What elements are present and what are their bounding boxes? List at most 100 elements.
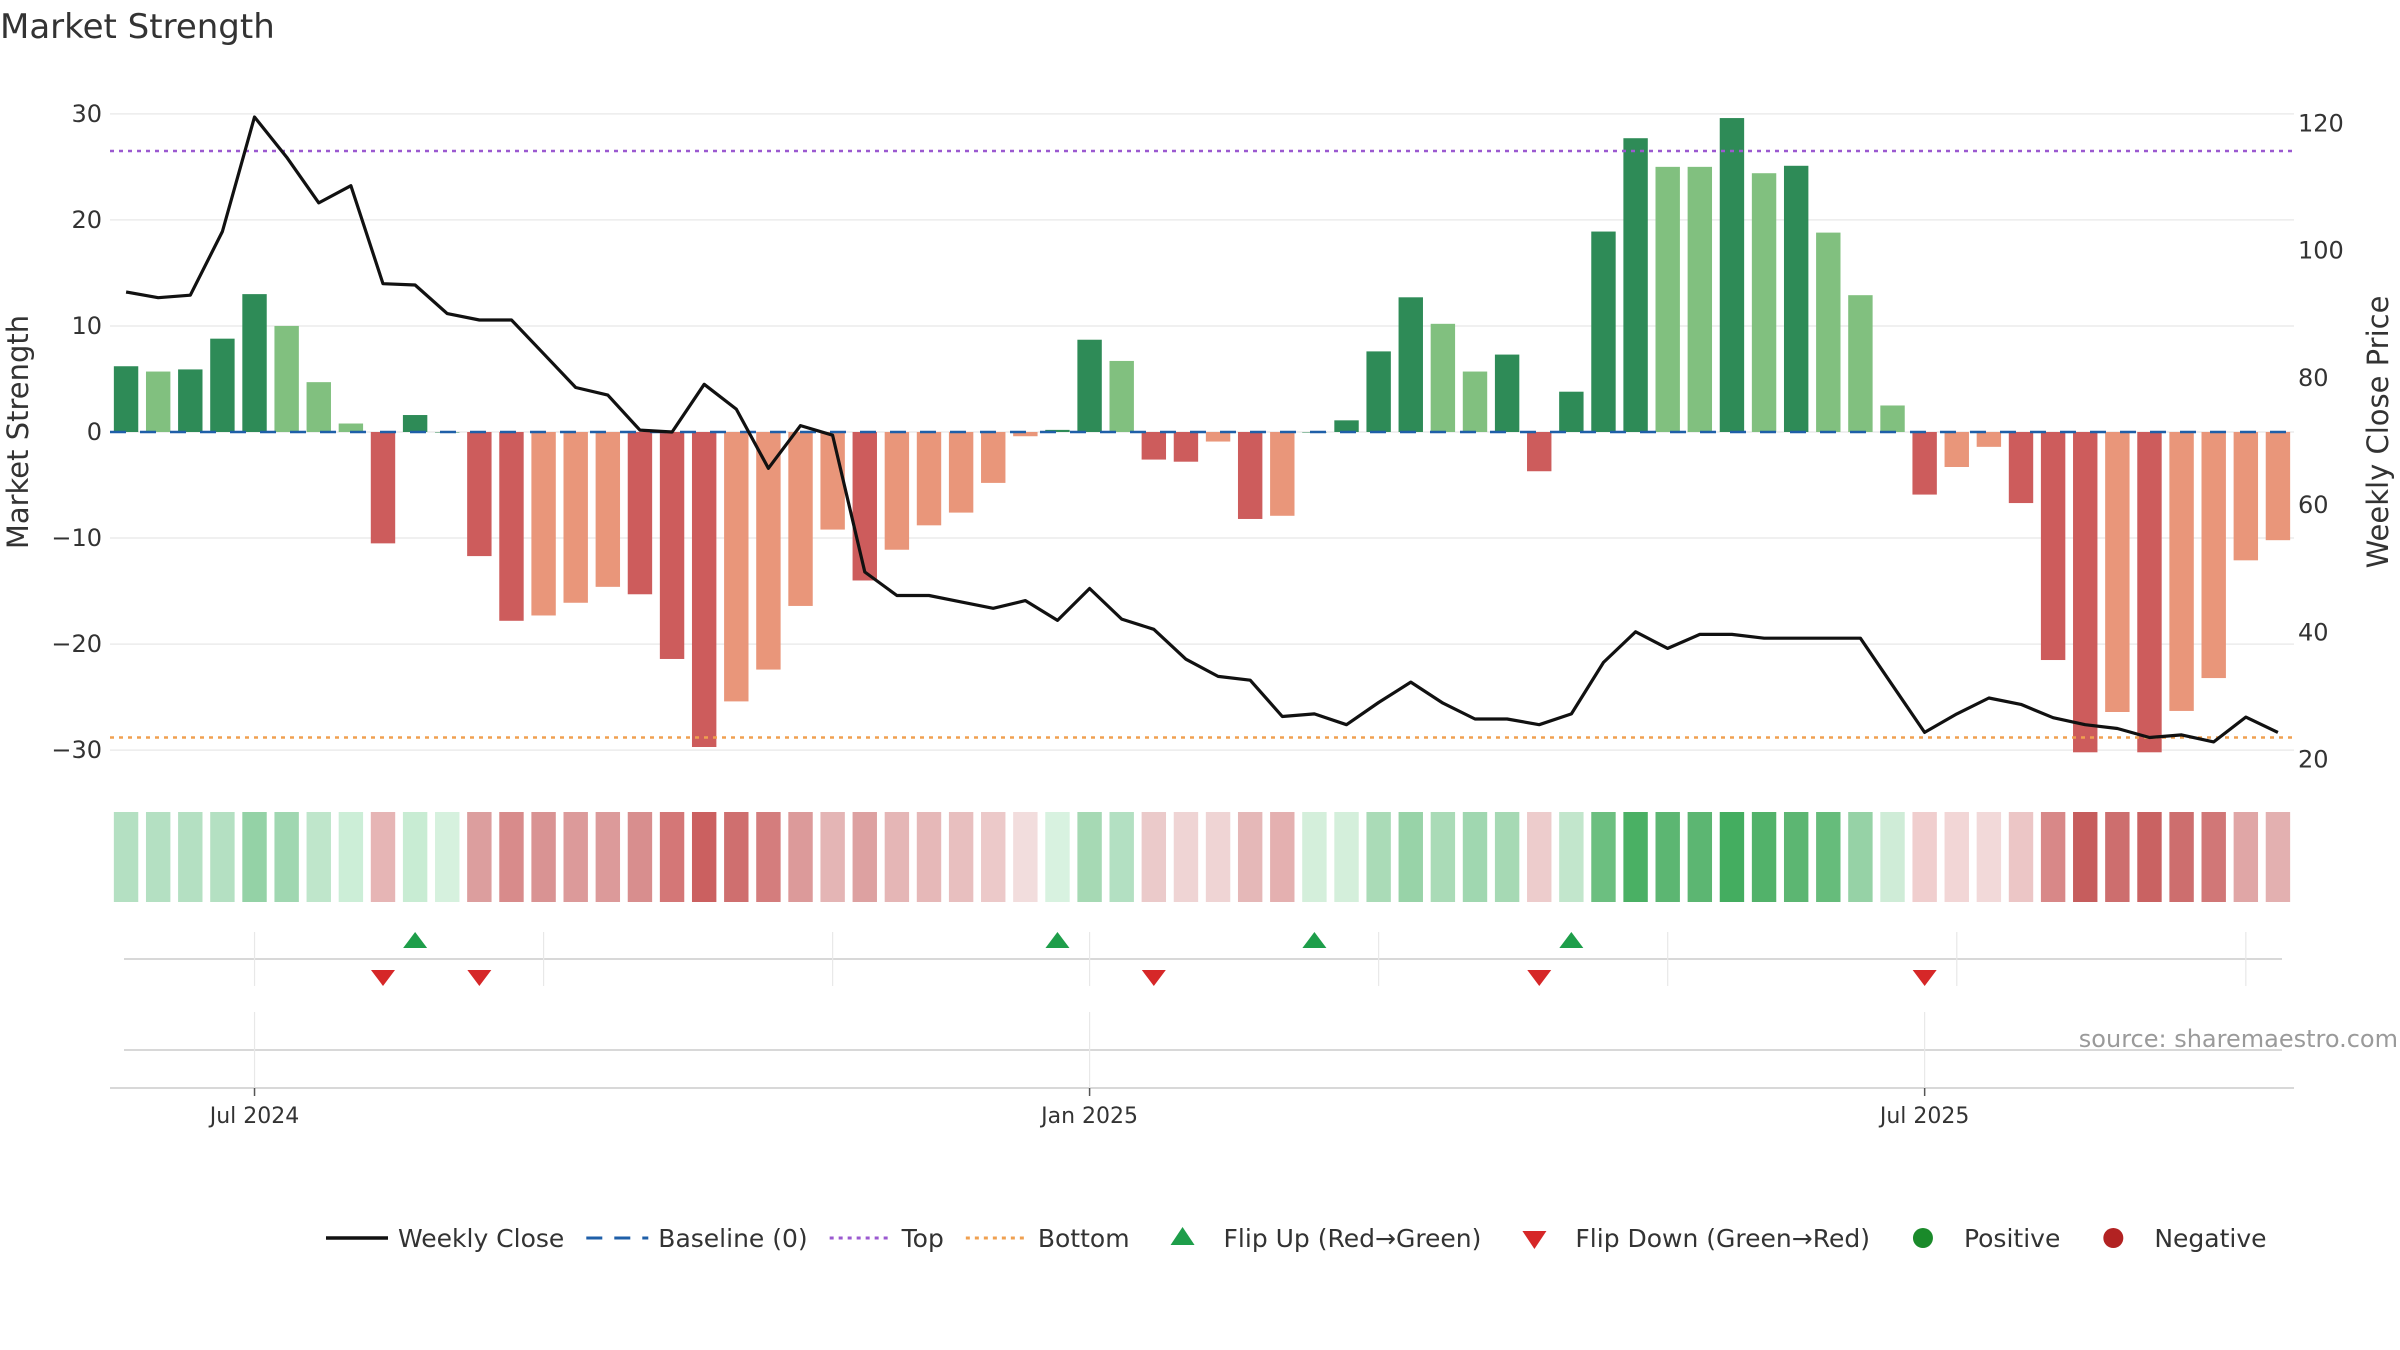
strip-cell xyxy=(2105,812,2130,902)
weekly-close-series xyxy=(125,115,2279,744)
strength-bar xyxy=(1944,432,1969,467)
right-tick-label: 40 xyxy=(2298,618,2329,646)
flip-down-marker xyxy=(371,970,395,986)
legend-label: Weekly Close xyxy=(398,1224,564,1253)
flip-down-marker xyxy=(1527,970,1552,986)
flip-up-marker xyxy=(1302,932,1327,948)
strip-cell xyxy=(531,812,556,902)
legend-label: Positive xyxy=(1964,1224,2060,1253)
strip-cell xyxy=(1173,812,1199,902)
date-tick-label: Jan 2025 xyxy=(1039,1104,1138,1129)
strip-cell xyxy=(1944,812,1969,902)
right-tick-label: 100 xyxy=(2298,237,2344,265)
strip-cell xyxy=(402,812,428,902)
strip-cell xyxy=(1783,812,1809,902)
legend-swatch xyxy=(1912,1228,1933,1248)
strip-cell xyxy=(1880,812,1905,902)
flip-up-marker xyxy=(1045,932,1070,948)
strip-cell xyxy=(2265,812,2291,902)
strength-bar xyxy=(756,432,781,670)
strip-cell xyxy=(981,812,1006,902)
flip-up-marker xyxy=(1559,932,1584,948)
strength-bar xyxy=(1398,297,1423,432)
strip-cell xyxy=(467,812,492,902)
strength-bar xyxy=(2265,432,2291,541)
strength-bar xyxy=(2105,432,2130,712)
strip-cell xyxy=(1334,812,1359,902)
strip-cell xyxy=(1591,812,1616,902)
legend-label: Baseline (0) xyxy=(658,1224,807,1253)
strength-bar xyxy=(595,432,621,587)
legend-item: Bottom xyxy=(965,1224,1130,1253)
right-tick-label: 20 xyxy=(2298,746,2329,774)
flip-down-marker xyxy=(1141,970,1166,986)
left-tick-label: 20 xyxy=(71,206,102,234)
left-tick-label: −20 xyxy=(51,630,102,658)
strip-cell xyxy=(2169,812,2194,902)
chart-title: Market Strength xyxy=(0,7,275,47)
strip-cell xyxy=(145,812,171,902)
legend-label: Top xyxy=(901,1224,944,1253)
strength-bar xyxy=(370,432,396,544)
strip-cell xyxy=(659,812,685,902)
strength-bar xyxy=(2073,432,2098,753)
strength-bar xyxy=(2137,432,2162,753)
legend-swatch xyxy=(1522,1231,1547,1249)
strength-bar xyxy=(1976,432,2002,447)
legend-item: Top xyxy=(829,1224,944,1253)
lower-panel xyxy=(110,1049,2294,1089)
flip-down-marker xyxy=(467,970,492,986)
strength-heat-strip xyxy=(113,812,2291,902)
strength-bar xyxy=(1205,432,1231,442)
strength-bar xyxy=(1751,173,1777,432)
strength-bar xyxy=(1109,360,1134,432)
strip-cell xyxy=(1494,812,1520,902)
right-tick-label: 120 xyxy=(2298,109,2344,137)
strength-bar xyxy=(2233,432,2259,561)
strip-cell xyxy=(113,812,139,902)
strip-cell xyxy=(370,812,396,902)
legend-item: Flip Down (Green→Red) xyxy=(1522,1224,1870,1253)
strip-cell xyxy=(1912,812,1937,902)
strength-bar xyxy=(1013,432,1038,437)
strip-cell xyxy=(1848,812,1873,902)
legend-item: Negative xyxy=(2103,1224,2267,1253)
strip-cell xyxy=(1655,812,1680,902)
strip-cell xyxy=(948,812,974,902)
strength-bar xyxy=(1783,165,1809,432)
weekly-close-line xyxy=(125,115,2279,744)
strip-cell xyxy=(2201,812,2226,902)
legend-label: Flip Up (Red→Green) xyxy=(1224,1224,1482,1253)
left-tick-label: −30 xyxy=(51,736,102,764)
strip-cell xyxy=(1751,812,1777,902)
strength-bar xyxy=(1237,432,1263,519)
strip-cell xyxy=(595,812,621,902)
left-tick-label: 10 xyxy=(71,312,102,340)
strip-cell xyxy=(563,812,588,902)
strength-bar xyxy=(1366,351,1391,432)
date-axis-ticks: Jul 2024 Jan 2025 Jul 2025 xyxy=(208,1012,1969,1129)
strength-bar xyxy=(2040,432,2066,661)
left-tick-label: −10 xyxy=(51,524,102,552)
left-tick-label: 30 xyxy=(71,100,102,128)
strip-cell xyxy=(1366,812,1391,902)
strip-cell xyxy=(1270,812,1295,902)
strength-bar xyxy=(1623,138,1648,432)
strip-cell xyxy=(210,812,235,902)
strip-cell xyxy=(1430,812,1456,902)
flip-markers-panel xyxy=(124,932,2282,986)
strength-bar xyxy=(274,325,299,432)
strength-bar xyxy=(1173,432,1199,462)
strength-bar xyxy=(563,432,588,603)
left-tick-label: 0 xyxy=(87,418,102,446)
strength-bar xyxy=(531,432,556,616)
legend-item: Weekly Close xyxy=(326,1224,564,1253)
strip-cell xyxy=(1719,812,1745,902)
strength-bar xyxy=(145,371,171,432)
strip-cell xyxy=(2137,812,2162,902)
strip-cell xyxy=(756,812,781,902)
strip-cell xyxy=(274,812,299,902)
strength-bar xyxy=(1077,339,1102,432)
strength-bar xyxy=(2201,432,2226,679)
strip-cell xyxy=(1302,812,1327,902)
